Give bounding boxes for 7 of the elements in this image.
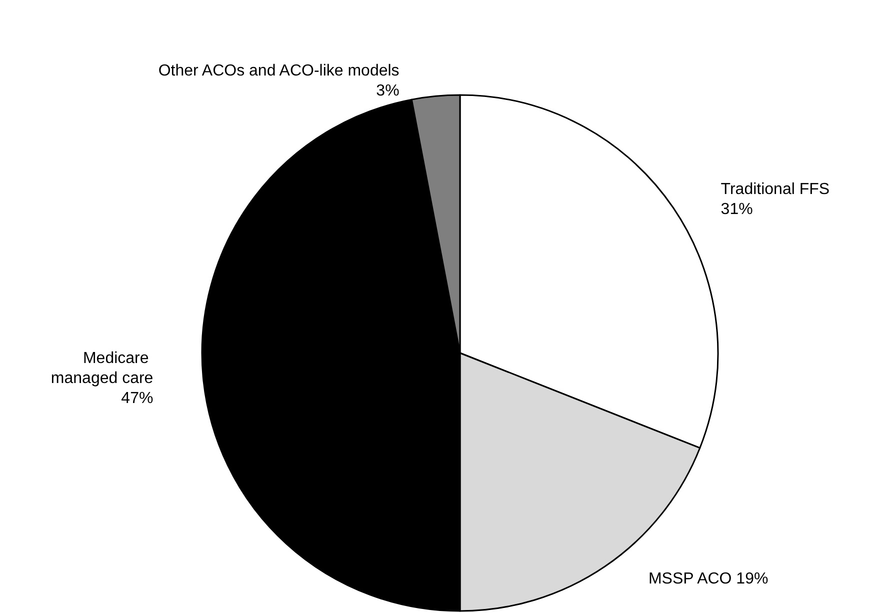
slice-label: Medicare managed care [50, 350, 154, 388]
slice-label: Other ACOs and ACO-like models [158, 62, 400, 80]
data-label: 31% [720, 201, 753, 218]
data-label: 47% [121, 390, 154, 408]
slice-label: Traditional FFS [720, 181, 834, 198]
data-label: 3% [376, 82, 400, 100]
slice-label: MSSP ACO 19% [648, 570, 768, 588]
